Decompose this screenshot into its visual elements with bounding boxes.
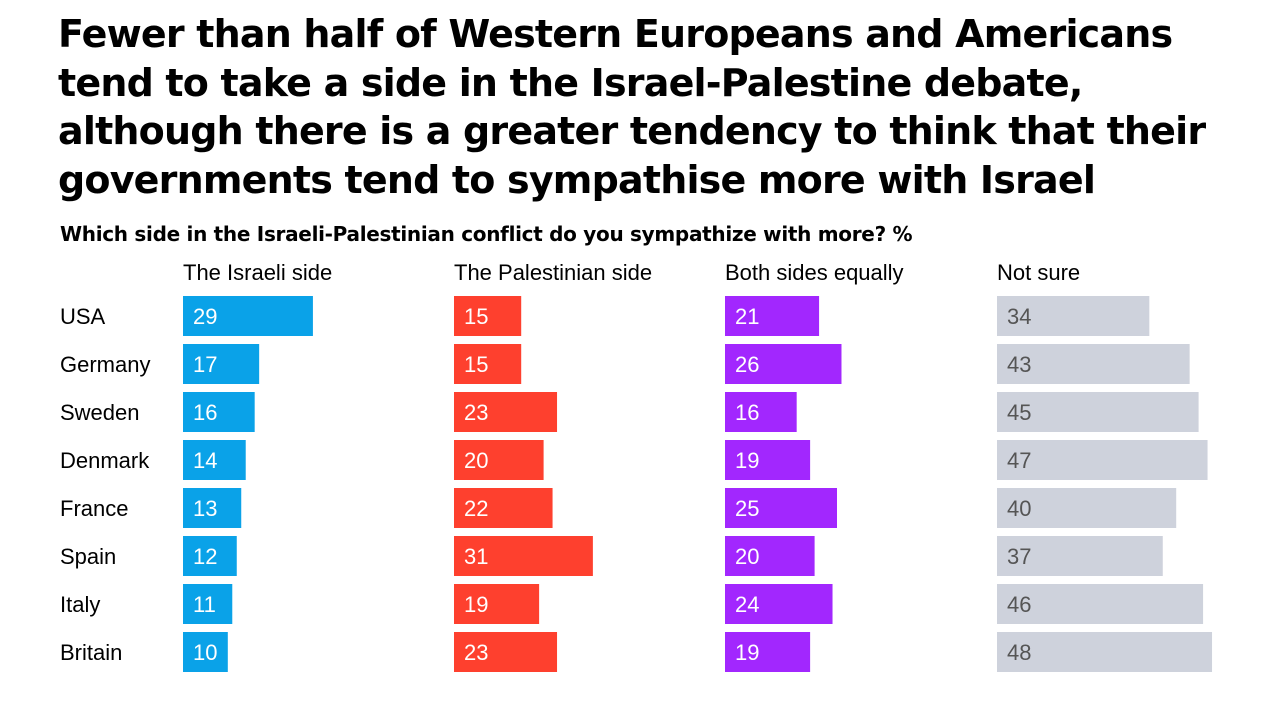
- chart-title: Fewer than half of Western Europeans and…: [58, 12, 1206, 202]
- data-label-both-sides-equally-usa: 21: [735, 304, 759, 329]
- data-label-the-israeli-side-spain: 12: [193, 544, 217, 569]
- data-label-the-israeli-side-britain: 10: [193, 640, 217, 665]
- bar-the-israeli-side-sweden: [183, 392, 255, 432]
- chart-subtitle: Which side in the Israeli-Palestinian co…: [60, 222, 913, 246]
- category-label-spain: Spain: [60, 544, 116, 569]
- bar-the-israeli-side-spain: [183, 536, 237, 576]
- data-label-the-israeli-side-italy: 11: [193, 592, 216, 617]
- data-label-both-sides-equally-spain: 20: [735, 544, 759, 569]
- bar-the-palestinian-side-sweden: [454, 392, 558, 432]
- data-label-the-palestinian-side-denmark: 20: [464, 448, 488, 473]
- data-label-the-israeli-side-denmark: 14: [193, 448, 217, 473]
- data-label-the-palestinian-side-spain: 31: [464, 544, 488, 569]
- bar-the-palestinian-side-spain: [454, 536, 593, 576]
- bar-both-sides-equally-sweden: [725, 392, 797, 432]
- bar-both-sides-equally-denmark: [725, 440, 811, 480]
- category-label-france: France: [60, 496, 128, 521]
- panel-header-not-sure: Not sure: [997, 260, 1080, 285]
- category-label-britain: Britain: [60, 640, 122, 665]
- bar-both-sides-equally-usa: [725, 296, 820, 336]
- data-label-both-sides-equally-denmark: 19: [735, 448, 759, 473]
- bar-both-sides-equally-germany: [725, 344, 842, 384]
- bar-both-sides-equally-italy: [725, 584, 833, 624]
- bar-the-palestinian-side-france: [454, 488, 553, 528]
- data-label-the-palestinian-side-britain: 23: [464, 640, 488, 665]
- category-label-denmark: Denmark: [60, 448, 150, 473]
- data-label-both-sides-equally-france: 25: [735, 496, 759, 521]
- panel-header-the-israeli-side: The Israeli side: [183, 260, 332, 285]
- bar-both-sides-equally-spain: [725, 536, 815, 576]
- data-label-both-sides-equally-sweden: 16: [735, 400, 759, 425]
- data-label-the-palestinian-side-usa: 15: [464, 304, 488, 329]
- category-label-sweden: Sweden: [60, 400, 140, 425]
- bar-the-israeli-side-germany: [183, 344, 260, 384]
- data-label-the-palestinian-side-italy: 19: [464, 592, 488, 617]
- data-label-not-sure-italy: 46: [1007, 592, 1031, 617]
- data-label-both-sides-equally-germany: 26: [735, 352, 759, 377]
- data-label-not-sure-sweden: 45: [1007, 400, 1031, 425]
- bar-not-sure-italy: [997, 584, 1204, 624]
- data-label-the-palestinian-side-sweden: 23: [464, 400, 488, 425]
- bar-not-sure-usa: [997, 296, 1150, 336]
- data-label-the-palestinian-side-france: 22: [464, 496, 488, 521]
- category-label-usa: USA: [60, 304, 106, 329]
- bar-not-sure-sweden: [997, 392, 1199, 432]
- bar-not-sure-france: [997, 488, 1177, 528]
- bar-the-israeli-side-france: [183, 488, 242, 528]
- bar-the-israeli-side-usa: [183, 296, 313, 336]
- panel-header-both-sides-equally: Both sides equally: [725, 260, 904, 285]
- bar-the-palestinian-side-denmark: [454, 440, 544, 480]
- bar-not-sure-spain: [997, 536, 1163, 576]
- bar-the-palestinian-side-britain: [454, 632, 558, 672]
- data-label-not-sure-usa: 34: [1007, 304, 1031, 329]
- data-label-not-sure-spain: 37: [1007, 544, 1031, 569]
- bar-both-sides-equally-france: [725, 488, 837, 528]
- data-label-the-palestinian-side-germany: 15: [464, 352, 488, 377]
- data-label-both-sides-equally-italy: 24: [735, 592, 759, 617]
- bar-the-palestinian-side-italy: [454, 584, 540, 624]
- data-label-both-sides-equally-britain: 19: [735, 640, 759, 665]
- bar-not-sure-britain: [997, 632, 1213, 672]
- category-label-germany: Germany: [60, 352, 150, 377]
- category-label-italy: Italy: [60, 592, 100, 617]
- data-label-the-israeli-side-usa: 29: [193, 304, 217, 329]
- bar-the-palestinian-side-germany: [454, 344, 522, 384]
- data-label-the-israeli-side-france: 13: [193, 496, 217, 521]
- bar-the-israeli-side-britain: [183, 632, 228, 672]
- bar-the-israeli-side-denmark: [183, 440, 246, 480]
- bar-the-israeli-side-italy: [183, 584, 233, 624]
- bar-both-sides-equally-britain: [725, 632, 811, 672]
- data-label-not-sure-france: 40: [1007, 496, 1031, 521]
- data-label-not-sure-britain: 48: [1007, 640, 1031, 665]
- data-label-not-sure-denmark: 47: [1007, 448, 1031, 473]
- data-label-the-israeli-side-germany: 17: [193, 352, 217, 377]
- data-label-not-sure-germany: 43: [1007, 352, 1031, 377]
- bar-not-sure-denmark: [997, 440, 1208, 480]
- panel-header-the-palestinian-side: The Palestinian side: [454, 260, 652, 285]
- data-label-the-israeli-side-sweden: 16: [193, 400, 217, 425]
- bar-not-sure-germany: [997, 344, 1190, 384]
- bar-the-palestinian-side-usa: [454, 296, 522, 336]
